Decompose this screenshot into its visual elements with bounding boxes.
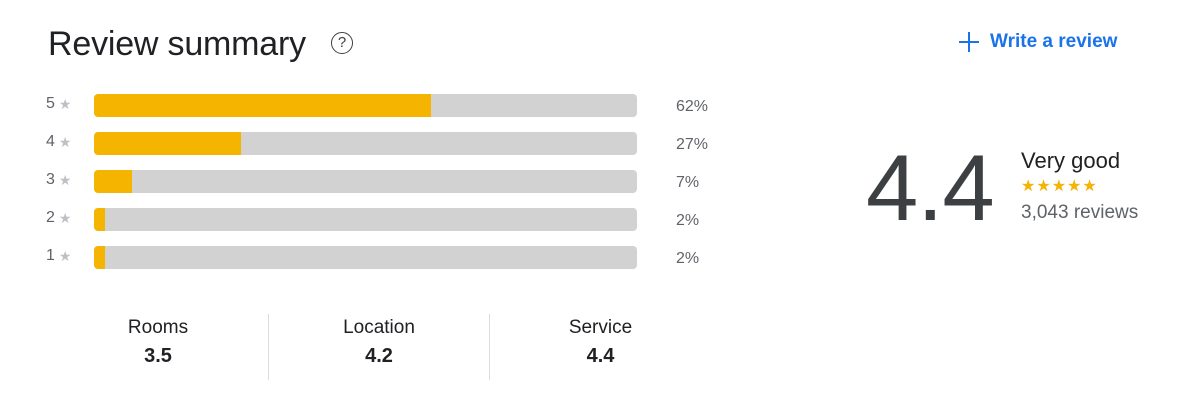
rating-row-label: 4 ★	[46, 133, 71, 151]
star-rating-filled-icon: ★★★★★	[1021, 178, 1098, 195]
rating-row-label: 1 ★	[46, 247, 71, 265]
rating-bar-fill	[94, 208, 105, 231]
category-rooms: Rooms 3.5	[48, 314, 269, 380]
rating-distribution: 5 ★ 62% 4 ★ 27% 3 ★	[46, 93, 746, 283]
category-score: 4.2	[365, 345, 393, 367]
rating-row-2[interactable]: 2 ★ 2%	[46, 207, 746, 245]
overall-label: Very good	[1021, 148, 1121, 173]
star-icon: ★	[58, 95, 72, 112]
rating-row-percent: 2%	[676, 212, 700, 229]
rating-row-percent: 62%	[676, 98, 709, 115]
rating-bar-fill	[94, 246, 105, 269]
overall-star-rating: ★★★★★ ★★★★★	[1021, 178, 1117, 196]
rating-row-percent: 2%	[676, 250, 700, 267]
review-count: 3,043 reviews	[1021, 202, 1139, 223]
overall-summary: Very good ★★★★★ ★★★★★ 3,043 reviews	[1021, 148, 1138, 224]
rating-bar-track	[94, 246, 637, 269]
rating-bar-fill	[94, 132, 241, 155]
rating-row-label: 5 ★	[46, 95, 71, 113]
overall-score: 4.4	[866, 135, 995, 240]
rating-row-stars: 3	[46, 171, 55, 188]
rating-row-1[interactable]: 1 ★ 2%	[46, 245, 746, 283]
star-rating-empty-icon: ★★★★★	[1021, 178, 1098, 195]
rating-bar-track	[94, 208, 637, 231]
category-service: Service 4.4	[490, 314, 711, 380]
star-icon: ★	[58, 209, 72, 226]
rating-bar-fill	[94, 94, 431, 117]
rating-row-percent: 7%	[676, 174, 700, 191]
rating-bar-track	[94, 94, 637, 117]
rating-bar-fill	[94, 170, 132, 193]
rating-row-3[interactable]: 3 ★ 7%	[46, 169, 746, 207]
rating-row-stars: 4	[46, 133, 55, 150]
rating-row-label: 3 ★	[46, 171, 71, 189]
rating-row-percent: 27%	[676, 136, 709, 153]
star-icon: ★	[58, 247, 72, 264]
rating-bar-track	[94, 132, 637, 155]
category-scores: Rooms 3.5 Location 4.2 Service 4.4	[48, 314, 713, 380]
rating-row-4[interactable]: 4 ★ 27%	[46, 131, 746, 169]
category-location: Location 4.2	[269, 314, 490, 380]
write-review-button[interactable]: Write a review	[958, 26, 1117, 58]
star-icon: ★	[58, 171, 72, 188]
rating-row-stars: 5	[46, 95, 55, 112]
rating-row-label: 2 ★	[46, 209, 71, 227]
rating-bar-track	[94, 170, 637, 193]
review-summary-title: Review summary	[48, 25, 306, 63]
rating-row-stars: 1	[46, 247, 55, 264]
category-name: Rooms	[127, 317, 189, 338]
star-icon: ★	[58, 133, 72, 150]
category-name: Location	[343, 317, 415, 338]
write-review-label: Write a review	[990, 31, 1118, 52]
category-score: 4.4	[586, 345, 615, 367]
category-name: Service	[568, 317, 633, 338]
rating-row-stars: 2	[46, 209, 55, 226]
plus-icon	[958, 31, 980, 53]
category-score: 3.5	[144, 345, 172, 367]
rating-row-5[interactable]: 5 ★ 62%	[46, 93, 746, 131]
help-circle-icon[interactable]: ?	[331, 32, 353, 54]
